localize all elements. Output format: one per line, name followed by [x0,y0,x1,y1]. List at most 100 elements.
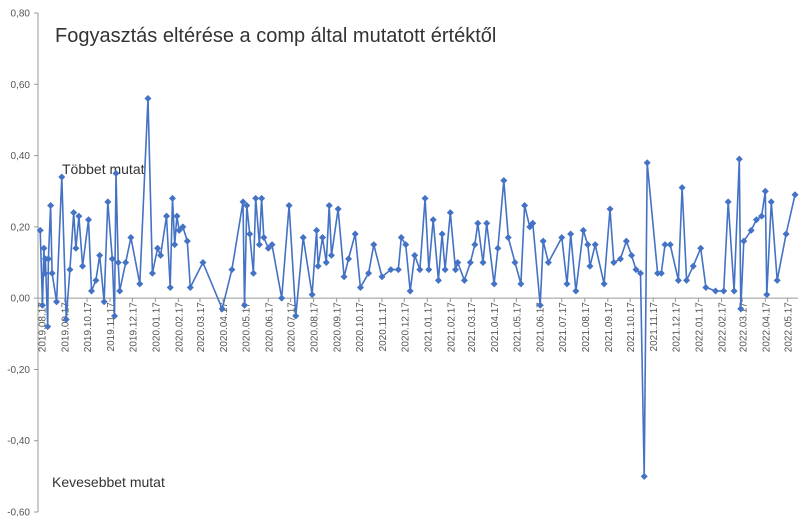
data-point [157,251,165,259]
data-point [199,259,207,266]
data-point [325,201,333,209]
data-point [466,259,474,266]
data-point [416,266,424,274]
data-point [402,241,410,249]
data-point [299,234,307,242]
x-tick-label: 2020.08.17 [310,302,321,352]
data-point [539,237,547,245]
data-point [48,269,56,277]
data-point [127,234,135,242]
data-point [490,280,498,288]
data-point [572,287,580,295]
data-point [517,280,525,288]
data-point [586,262,594,270]
data-point [511,259,519,266]
data-point [38,301,46,309]
data-point [606,205,614,213]
data-point [697,244,705,252]
data-point [782,230,790,238]
data-point [460,276,468,284]
data-point [763,291,771,299]
data-point [544,259,552,266]
data-point [600,280,608,288]
data-point [724,198,732,206]
data-point [36,226,44,234]
x-tick-label: 2020.09.17 [333,302,344,352]
data-point [740,237,748,245]
data-point [241,301,249,309]
data-point [454,259,462,266]
data-point [292,312,300,320]
data-point [397,234,405,242]
x-tick-label: 2021.12.17 [671,302,682,352]
data-point [183,237,191,245]
data-point [657,269,665,277]
x-tick-label: 2020.10.17 [355,302,366,352]
data-point [136,280,144,288]
data-point [249,269,257,277]
data-point [441,266,449,274]
data-point [584,241,592,249]
x-tick-label: 2021.09.17 [604,302,615,352]
data-point [370,241,378,249]
data-point [394,266,402,274]
x-tick-label: 2022.03.17 [738,302,749,352]
x-tick-label: 2020.03.17 [196,302,207,352]
data-point [58,173,66,181]
data-point [683,276,691,284]
x-tick-label: 2019.09.17 [61,302,72,352]
data-point [154,244,162,252]
data-point [114,259,122,266]
x-tick-label: 2020.05.17 [241,302,252,352]
x-tick-label: 2021.07.17 [558,302,569,352]
x-tick-label: 2021.11.17 [649,302,660,352]
data-point [483,219,491,227]
x-tick-label: 2021.01.17 [423,302,434,352]
data-point [40,244,48,252]
data-point [327,251,335,259]
x-tick-label: 2022.01.17 [694,302,705,352]
data-point [47,201,55,209]
data-point [186,283,194,291]
y-tick-label: 0,40 [11,151,31,162]
data-point [175,226,183,234]
data-point [41,269,49,277]
x-tick-label: 2020.04.17 [219,302,230,352]
data-point [494,244,502,252]
data-point [752,216,760,224]
data-point [474,219,482,227]
data-point [730,287,738,295]
data-point [268,241,276,249]
data-point [228,266,236,274]
data-point [278,294,286,302]
data-point [122,259,130,266]
data-point [622,237,630,245]
data-point [735,155,743,163]
y-tick-label: 0,60 [11,80,31,91]
data-point [411,251,419,259]
x-tick-label: 2021.02.17 [446,302,457,352]
data-point [104,198,112,206]
data-point [689,262,697,270]
data-point [591,241,599,249]
data-point [79,262,87,270]
x-tick-label: 2021.05.17 [512,302,523,352]
data-point [116,287,124,295]
annotation: Kevesebbet mutat [52,474,165,490]
data-point [62,316,70,324]
data-point [773,276,781,284]
y-tick-label: 0,00 [11,294,31,305]
x-tick-label: 2021.04.17 [490,302,501,352]
x-tick-label: 2022.02.17 [717,302,728,352]
data-point [761,187,769,195]
data-point [479,259,487,266]
data-point [70,209,78,217]
data-point [536,301,544,309]
data-point [365,269,373,277]
data-point [678,184,686,192]
data-point [563,280,571,288]
data-point [163,212,171,220]
data-point [144,95,152,103]
data-point [452,266,460,274]
